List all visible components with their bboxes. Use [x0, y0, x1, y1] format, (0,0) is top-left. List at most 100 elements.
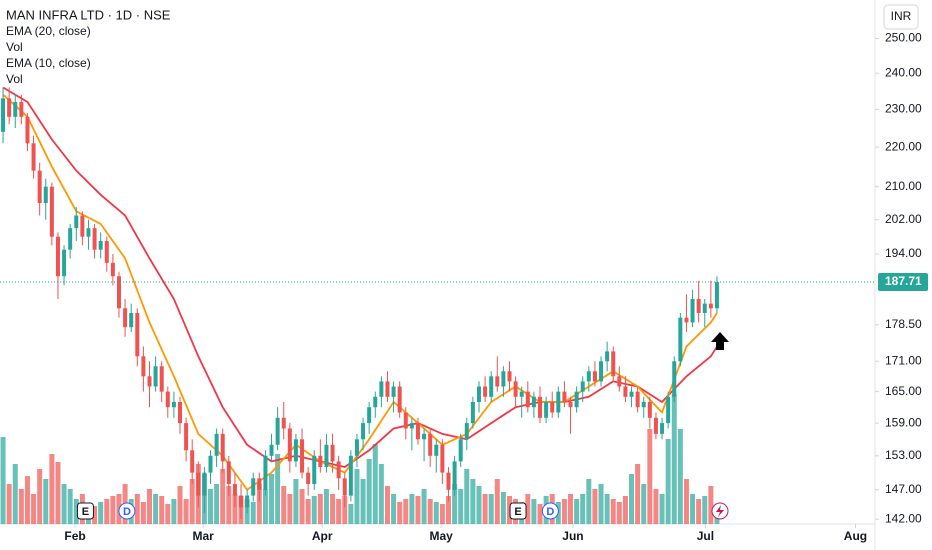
candle-body	[98, 241, 103, 250]
volume-bar	[659, 494, 665, 524]
volume-bar	[568, 494, 574, 524]
event-marker	[541, 502, 559, 520]
volume-bar	[397, 502, 403, 524]
candle-body	[62, 249, 67, 277]
candle-body	[641, 401, 646, 408]
candle-body	[452, 461, 457, 490]
volume-bar	[696, 499, 702, 524]
candle-body	[391, 386, 396, 397]
candle-body	[507, 371, 512, 382]
candle-body	[55, 236, 60, 277]
plot	[0, 86, 875, 524]
candle-body	[592, 371, 597, 382]
x-tick-label: Feb	[64, 529, 85, 543]
volume-bar	[226, 486, 232, 524]
candle-body	[135, 312, 140, 357]
legend-entry: EMA (20, close)	[6, 24, 91, 38]
volume-bar	[604, 494, 610, 524]
candle-body	[678, 317, 683, 362]
candle-body	[385, 381, 390, 397]
candle-body	[397, 386, 402, 413]
volume-bar	[610, 499, 616, 524]
candle-body	[470, 401, 475, 424]
candle-body	[153, 366, 158, 387]
candle-body	[568, 401, 573, 408]
volume-bar	[409, 494, 415, 524]
currency-box[interactable]	[883, 4, 919, 30]
legend-entry: EMA (10, close)	[6, 56, 91, 70]
volume-bar	[391, 494, 397, 524]
volume-bar	[98, 502, 104, 524]
y-tick-label: 210.00	[885, 179, 922, 193]
event-label: E	[82, 506, 89, 518]
last-price-box	[878, 273, 928, 292]
y-tick-label: 178.50	[885, 317, 922, 331]
candle-body	[440, 444, 445, 473]
y-tick-label: 153.00	[885, 448, 922, 462]
candle-body	[708, 303, 713, 309]
candle-body	[141, 356, 146, 377]
volume-bar	[531, 499, 537, 524]
candle-body	[202, 472, 207, 496]
volume-bar	[665, 439, 671, 524]
candle-body	[538, 396, 543, 418]
volume-bar	[586, 479, 592, 524]
volume-bar	[507, 496, 513, 524]
candle-body	[245, 495, 250, 508]
volume-bar	[384, 486, 390, 524]
volume-bar	[622, 496, 628, 524]
volume-bar	[49, 454, 55, 524]
candle-body	[660, 423, 665, 434]
volume-bar	[690, 494, 696, 524]
candle-body	[635, 391, 640, 408]
candle-body	[611, 351, 616, 377]
volume-bar	[269, 474, 275, 524]
candle-body	[586, 371, 591, 382]
volume-bar	[214, 484, 220, 524]
currency[interactable]: INR	[891, 9, 912, 23]
volume-bar	[708, 486, 714, 524]
candle-body	[281, 417, 286, 429]
volume-bar	[348, 504, 354, 524]
candle-body	[672, 361, 677, 397]
volume-bar	[360, 479, 366, 524]
candle-body	[513, 381, 518, 397]
x-tick-label: Aug	[844, 529, 867, 543]
candle-body	[232, 484, 237, 496]
candle-body	[19, 102, 24, 117]
candle-body	[483, 386, 488, 397]
volume-bar	[616, 502, 622, 524]
candle-body	[196, 472, 201, 496]
y-tick-label: 165.00	[885, 384, 922, 398]
volume-bar	[159, 496, 165, 524]
candle-body	[690, 299, 695, 323]
candle-body	[7, 98, 12, 117]
x-tick-label: Jul	[697, 529, 714, 543]
candle-body	[714, 282, 719, 309]
candle-body	[647, 401, 652, 418]
volume-bar	[336, 499, 342, 524]
candle-body	[330, 444, 335, 462]
y-tick-label: 171.00	[885, 353, 922, 367]
volume-bar	[488, 494, 494, 524]
volume-bar	[31, 494, 37, 524]
last-price-label: 187.71	[885, 274, 922, 288]
candle-body	[159, 366, 164, 392]
volume-bar	[208, 489, 214, 524]
candle-body	[446, 472, 451, 490]
candle-body	[501, 371, 506, 387]
candle-body	[306, 472, 311, 485]
candle-body	[428, 433, 433, 456]
volume-bar	[702, 496, 708, 524]
volume-bar	[427, 499, 433, 524]
volume-bar	[470, 479, 476, 524]
candle-body	[300, 439, 305, 473]
volume-bar	[73, 499, 79, 524]
volume-bar	[641, 484, 647, 524]
volume-bar	[92, 506, 98, 524]
volume-bar	[445, 496, 451, 524]
y-tick-label: 230.00	[885, 102, 922, 116]
candle-body	[361, 423, 366, 440]
volume-bar	[653, 489, 659, 524]
